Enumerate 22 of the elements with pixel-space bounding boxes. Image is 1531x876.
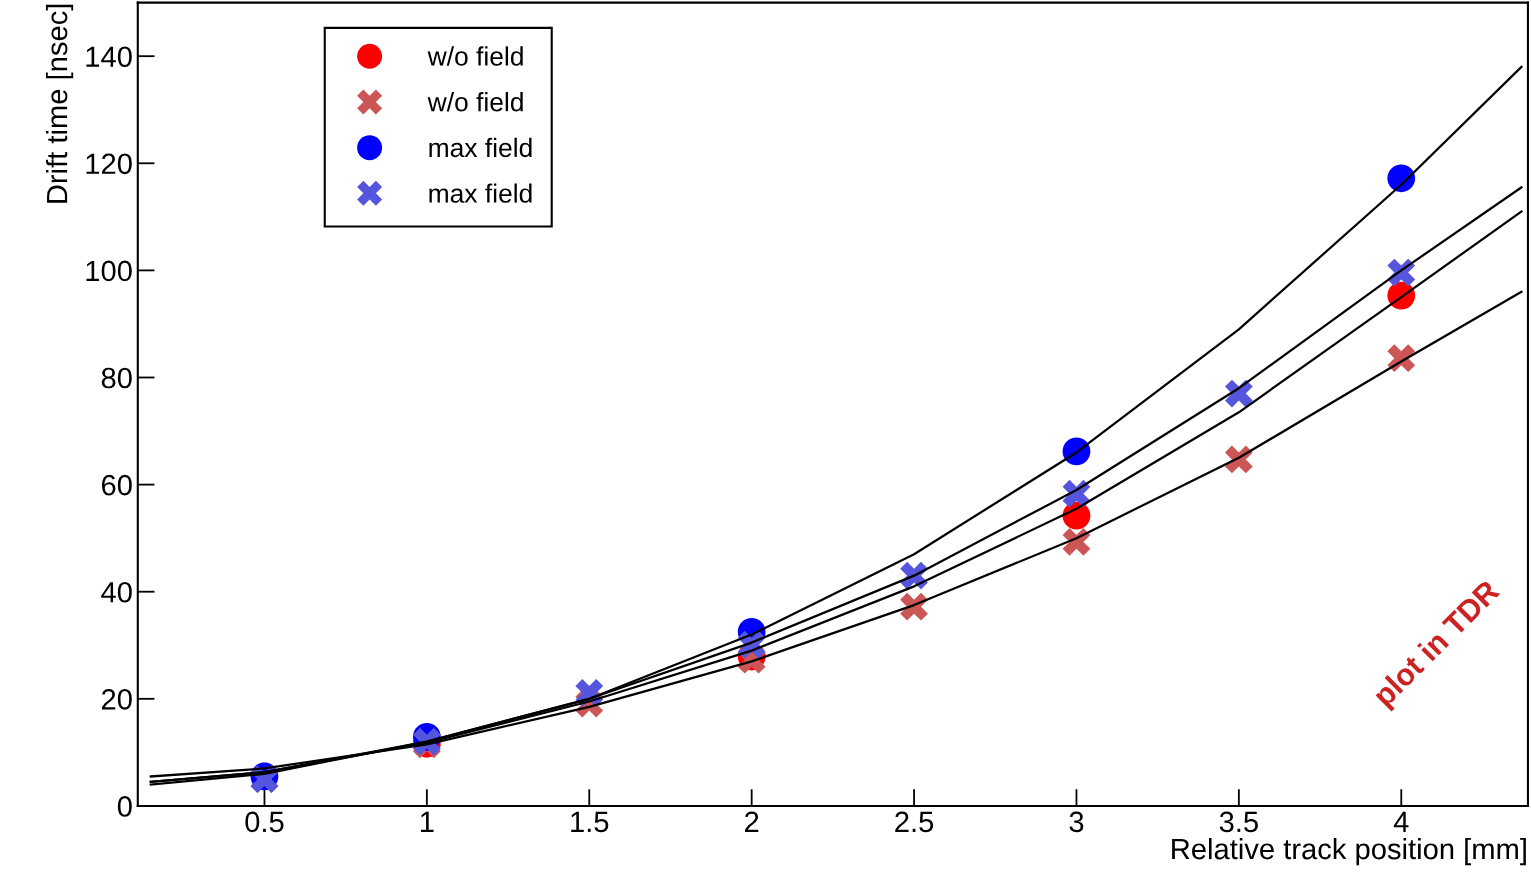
legend-label: max field — [429, 183, 532, 203]
y-tick-label: 120 — [86, 153, 132, 175]
y-tick-label: 0 — [117, 796, 132, 817]
x-tick-label: 2 — [745, 811, 759, 832]
y-tick-label: 60 — [101, 474, 132, 496]
y-tick-label: 40 — [101, 581, 132, 603]
y-axis-title: Drift time [nsec] — [45, 4, 74, 203]
x-tick-label: 2.5 — [895, 811, 934, 833]
x-tick-label: 3.5 — [1219, 811, 1258, 833]
legend-label: max field — [429, 137, 532, 158]
legend-label: w/o field — [427, 46, 523, 66]
x-tick-label: 0.5 — [245, 811, 284, 833]
y-tick-label: 100 — [86, 260, 132, 282]
x-tick-label: 1 — [420, 811, 434, 832]
y-tick-label: 80 — [101, 367, 132, 389]
y-tick-label: 140 — [86, 46, 132, 68]
x-tick-label: 3 — [1069, 811, 1084, 833]
x-tick-label: 1.5 — [571, 811, 609, 833]
y-tick-label: 20 — [101, 689, 132, 710]
legend-label: w/o field — [427, 92, 523, 112]
x-axis-title: Relative track position [mm] — [1172, 837, 1526, 866]
x-tick-label: 4 — [1393, 811, 1409, 832]
